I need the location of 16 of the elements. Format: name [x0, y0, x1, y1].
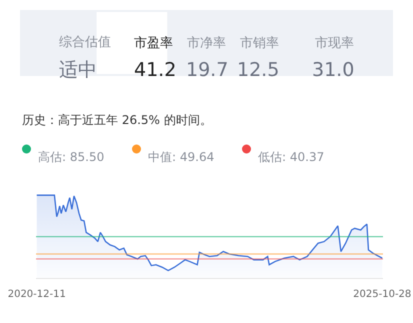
text: 适中	[59, 59, 97, 81]
text: 12.5	[237, 59, 280, 81]
category-label: 市盈率	[134, 35, 173, 51]
text: 中值: 49.64	[148, 150, 214, 164]
x-tick-label: 2025-10-28	[353, 289, 412, 300]
text: 高估: 85.50	[38, 150, 104, 164]
text: 低估: 40.37	[258, 150, 324, 164]
text: 19.7	[186, 59, 228, 81]
text: 41.2	[134, 59, 176, 81]
category-label: 市净率	[187, 35, 226, 51]
category-label: 综合估值	[59, 35, 111, 50]
x-tick-label: 2020-12-11	[8, 289, 66, 300]
chart-subtitle: 历史：高于近五年 26.5% 的时间。	[22, 113, 212, 127]
category-label: 市销率	[240, 35, 279, 51]
category-label: 市现率	[315, 35, 354, 51]
text: 31.0	[312, 59, 354, 81]
